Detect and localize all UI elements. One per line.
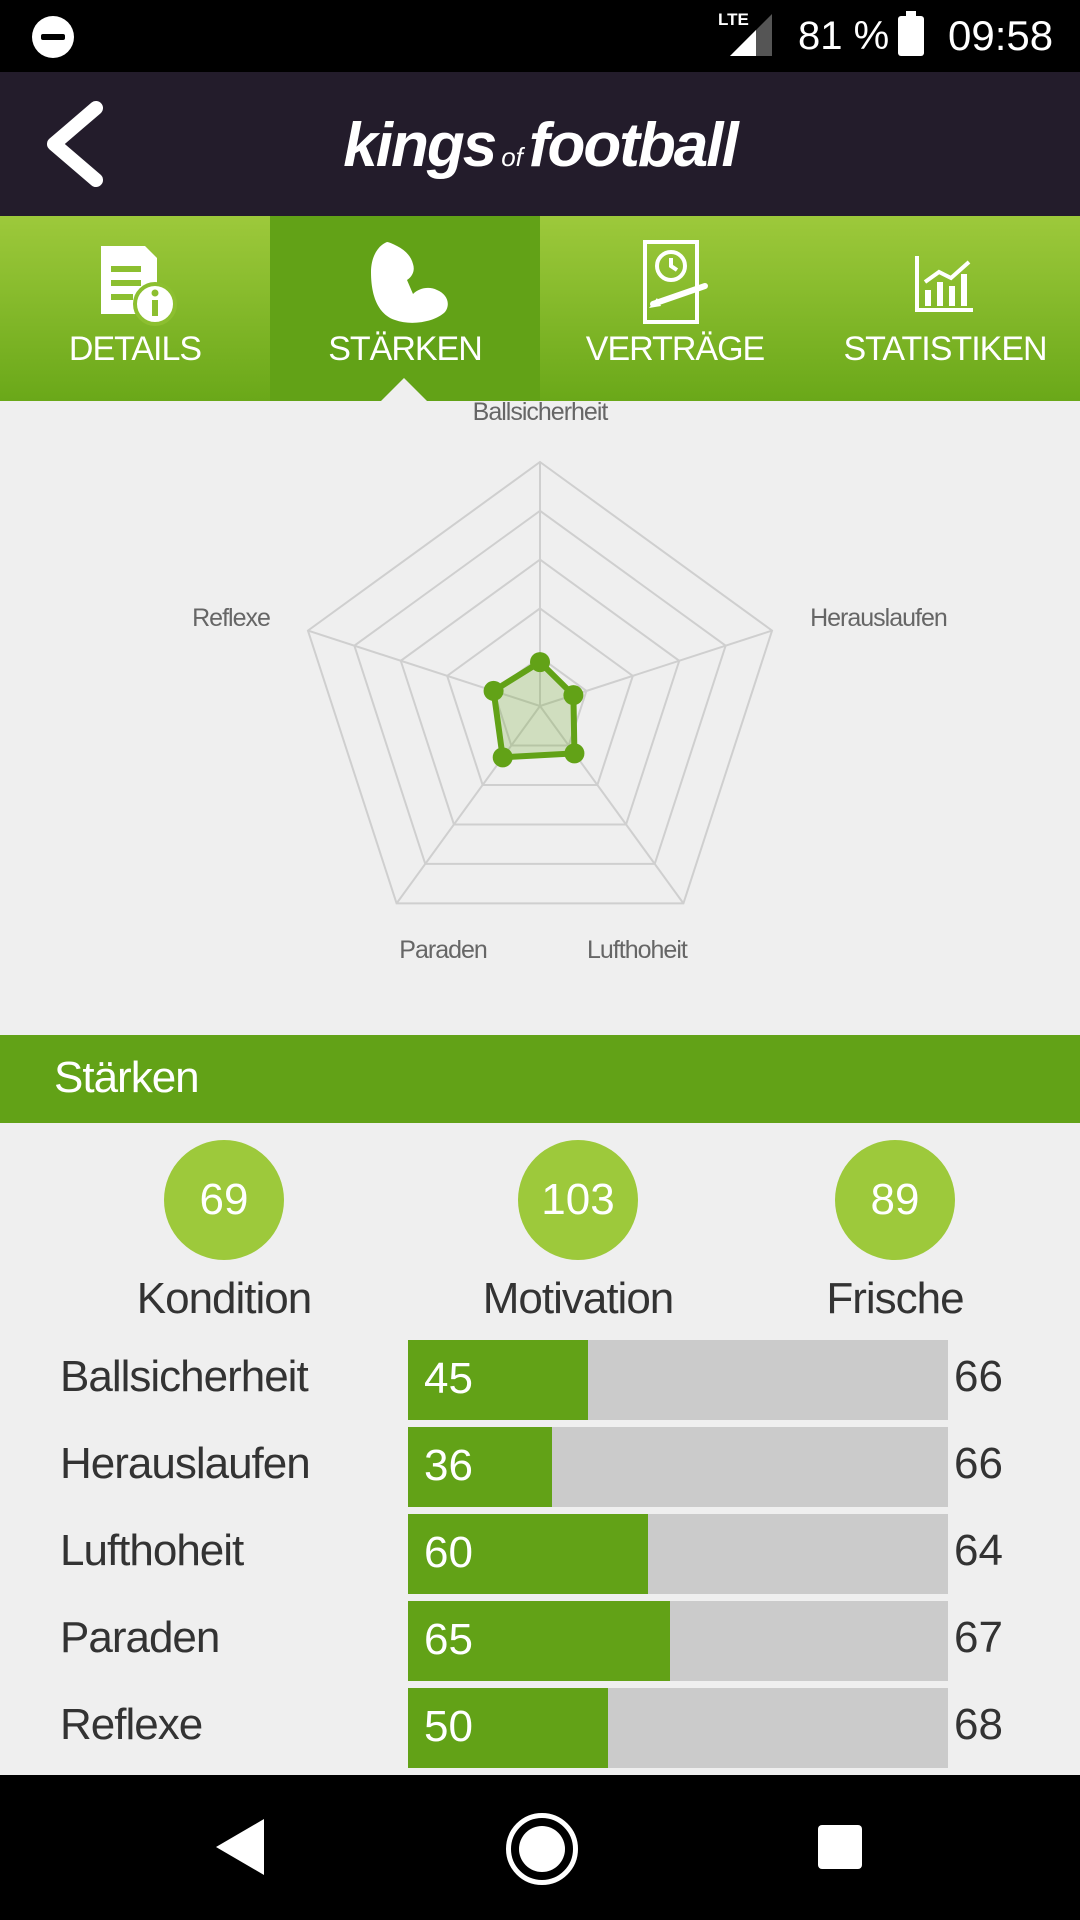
attribute-bar-fill: [408, 1514, 648, 1594]
attribute-name: Reflexe: [60, 1700, 203, 1749]
active-tab-indicator: [380, 378, 428, 402]
document-info-icon: [101, 246, 177, 326]
radar-grid-ring: [399, 558, 681, 826]
clock: 09:58: [948, 12, 1054, 59]
do-not-disturb-icon: [32, 16, 74, 58]
radar-axis-label: Paraden: [399, 936, 487, 964]
status-bar: LTE 81 % 09:58: [0, 0, 1080, 72]
attribute-max: 66: [954, 1439, 1003, 1488]
logo-text-of: of: [501, 142, 523, 172]
nav-recent-apps-icon[interactable]: [818, 1825, 862, 1869]
attribute-name: Ballsicherheit: [60, 1352, 309, 1401]
app-header: kings offootball: [0, 72, 1080, 216]
app-logo: kings offootball: [0, 110, 1080, 181]
stat-value: 89: [835, 1140, 955, 1260]
attribute-bar-fill: [408, 1427, 553, 1507]
nav-back-icon[interactable]: [212, 1817, 268, 1877]
attribute-max: 64: [954, 1526, 1003, 1575]
attribute-row-paraden: Paraden 65 67: [0, 1601, 1080, 1683]
section-header: Stärken: [0, 1035, 1080, 1123]
attribute-row-ballsicherheit: Ballsicherheit 45 66: [0, 1340, 1080, 1422]
radar-data-point: [483, 680, 504, 701]
attribute-bar-fill: [408, 1601, 670, 1681]
stat-label: Motivation: [482, 1274, 675, 1323]
network-type: LTE: [718, 10, 749, 29]
attribute-bar: 50: [408, 1688, 948, 1768]
contract-clock-icon: [643, 240, 708, 324]
nav-home-icon[interactable]: [506, 1813, 578, 1885]
radar-data-point: [564, 743, 585, 764]
attribute-name: Paraden: [60, 1613, 220, 1662]
back-arrow-icon[interactable]: [36, 98, 126, 188]
attribute-bar-fill: [408, 1340, 588, 1420]
tab-vertraege[interactable]: VERTRÄGE: [540, 216, 810, 401]
attribute-row-reflexe: Reflexe 50 68: [0, 1688, 1080, 1770]
tab-label: STÄRKEN: [328, 330, 483, 368]
tab-label: DETAILS: [68, 330, 202, 368]
attribute-row-lufthoheit: Lufthoheit 60 64: [0, 1514, 1080, 1596]
battery-percentage: 81 %: [798, 14, 890, 58]
radar-spoke: [539, 705, 685, 904]
stat-value: 69: [164, 1140, 284, 1260]
radar-data-point: [530, 652, 550, 673]
attribute-value: 45: [424, 1354, 473, 1403]
signal-icon: [730, 14, 772, 56]
stat-kondition: 69 Kondition: [74, 1140, 374, 1324]
attribute-max: 67: [954, 1613, 1003, 1662]
radar-spoke: [395, 705, 541, 904]
radar-grid-ring: [446, 607, 634, 786]
radar-grid-ring: [353, 509, 727, 865]
attribute-bar-fill: [408, 1688, 608, 1768]
radar-grid-ring: [306, 460, 774, 905]
attribute-row-herauslaufen: Herauslaufen 36 66: [0, 1427, 1080, 1509]
logo-text-kings: kings: [343, 111, 497, 180]
tab-statistiken[interactable]: STATISTIKEN: [810, 216, 1080, 401]
attribute-value: 60: [424, 1528, 473, 1577]
system-navigation-bar: [0, 1775, 1080, 1920]
attribute-bar: 65: [408, 1601, 948, 1681]
attribute-value: 36: [424, 1441, 473, 1490]
attribute-name: Lufthoheit: [60, 1526, 244, 1575]
attribute-bar: 36: [408, 1427, 948, 1507]
stat-value: 103: [518, 1140, 638, 1260]
battery-icon: [898, 11, 924, 56]
attribute-name: Herauslaufen: [60, 1439, 311, 1488]
logo-text-football: football: [528, 111, 739, 180]
stat-label: Frische: [826, 1274, 964, 1323]
section-title: Stärken: [54, 1053, 200, 1102]
tab-details[interactable]: DETAILS: [0, 216, 270, 401]
radar-data-area: [490, 659, 578, 761]
attribute-max: 66: [954, 1352, 1003, 1401]
attribute-bar: 60: [408, 1514, 948, 1594]
flexed-bicep-icon: [371, 242, 448, 323]
radar-axis-label: Reflexe: [192, 604, 270, 632]
attribute-value: 65: [424, 1615, 473, 1664]
attribute-value: 50: [424, 1702, 473, 1751]
stat-label: Kondition: [136, 1274, 312, 1323]
radar-data-point: [563, 685, 584, 706]
radar-chart: Ballsicherheit Herauslaufen Lufthoheit Para…: [192, 401, 948, 964]
radar-data-point: [492, 747, 513, 768]
bar-chart-icon: [915, 256, 973, 312]
stat-motivation: 103 Motivation: [428, 1140, 728, 1324]
radar-axis-label: Ballsicherheit: [473, 401, 609, 426]
tab-label: VERTRÄGE: [585, 330, 765, 368]
radar-axis-label: Herauslaufen: [810, 604, 947, 632]
radar-axis-label: Lufthoheit: [587, 936, 688, 964]
stat-frische: 89 Frische: [745, 1140, 1045, 1324]
tab-label: STATISTIKEN: [843, 330, 1047, 368]
tab-staerken[interactable]: STÄRKEN: [270, 216, 540, 401]
attribute-bar: 45: [408, 1340, 948, 1420]
attribute-max: 68: [954, 1700, 1003, 1749]
tab-bar: DETAILS STÄRKEN VERTRÄGE STATISTIKEN: [0, 216, 1080, 401]
